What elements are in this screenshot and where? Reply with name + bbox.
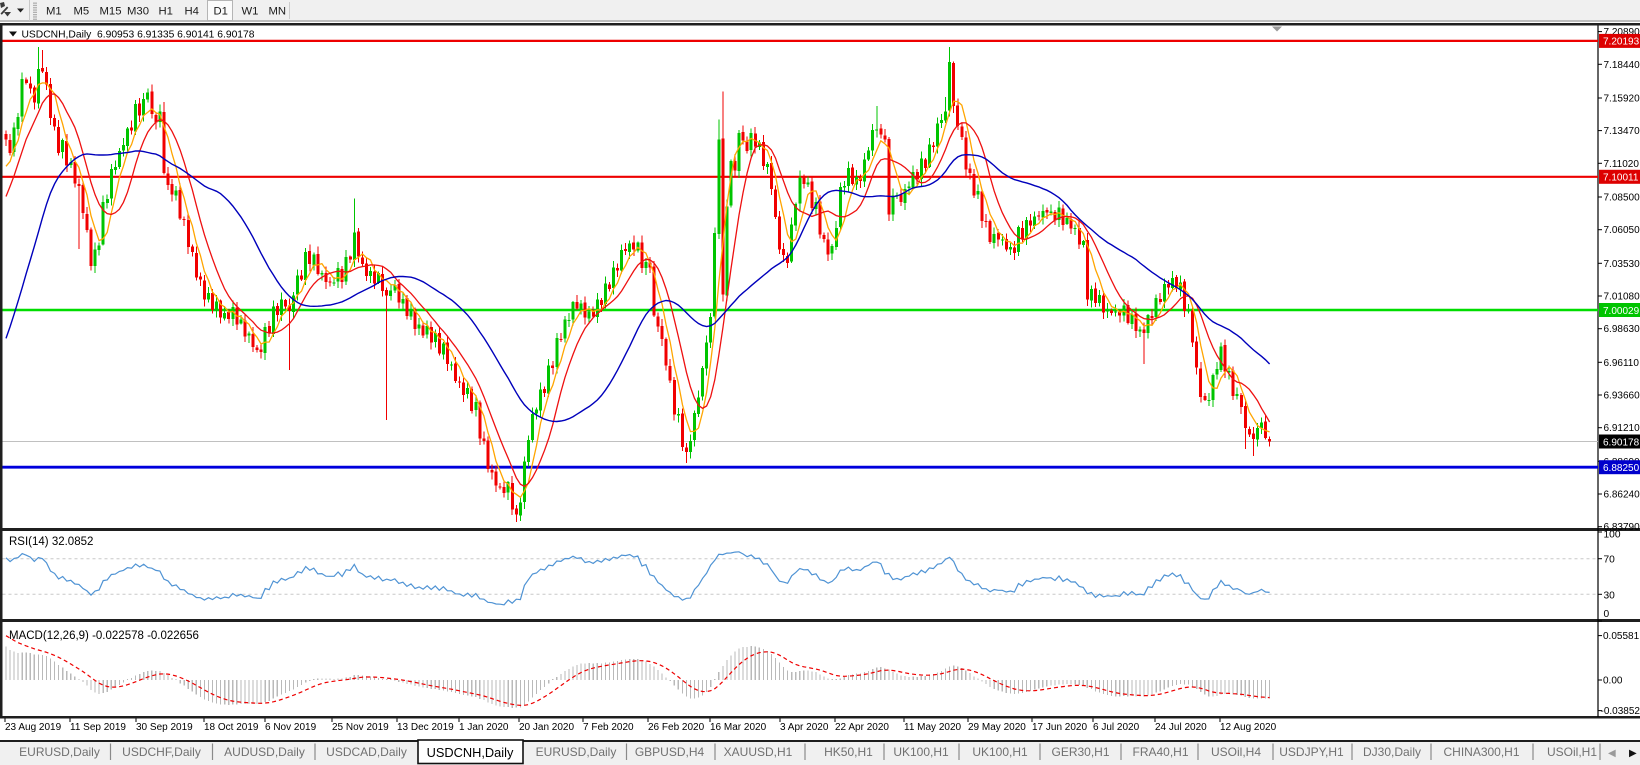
svg-text:7.00029: 7.00029	[1603, 306, 1640, 317]
svg-text:M1: M1	[46, 6, 62, 18]
svg-text:7.10011: 7.10011	[1603, 173, 1639, 184]
svg-text:H1: H1	[159, 6, 173, 18]
svg-text:7.18440: 7.18440	[1604, 60, 1640, 71]
svg-text:-0.03852: -0.03852	[1601, 706, 1640, 717]
svg-text:UK100,H1: UK100,H1	[972, 745, 1028, 759]
svg-text:HK50,H1: HK50,H1	[824, 745, 873, 759]
svg-text:11 Sep 2019: 11 Sep 2019	[70, 722, 126, 733]
svg-text:M5: M5	[74, 6, 90, 18]
svg-text:25 Nov 2019: 25 Nov 2019	[332, 722, 389, 733]
svg-text:6.93660: 6.93660	[1604, 391, 1640, 402]
svg-text:XAUUSD,H1: XAUUSD,H1	[724, 745, 793, 759]
svg-text:0.05581: 0.05581	[1603, 631, 1640, 642]
svg-text:▶: ▶	[1629, 748, 1637, 759]
svg-text:D1: D1	[214, 6, 228, 18]
svg-text:EURUSD,Daily: EURUSD,Daily	[536, 745, 617, 759]
svg-text:7.01080: 7.01080	[1604, 292, 1640, 303]
svg-text:USDCAD,Daily: USDCAD,Daily	[326, 745, 407, 759]
svg-text:CHINA300,H1: CHINA300,H1	[1443, 745, 1519, 759]
svg-text:7.20890: 7.20890	[1604, 27, 1640, 38]
svg-text:FRA40,H1: FRA40,H1	[1132, 745, 1188, 759]
svg-text:24 Jul 2020: 24 Jul 2020	[1155, 722, 1207, 733]
svg-text:USDJPY,H1: USDJPY,H1	[1279, 745, 1344, 759]
svg-text:6.90178: 6.90178	[1603, 437, 1640, 448]
svg-text:USDCNH,Daily: USDCNH,Daily	[427, 745, 514, 760]
svg-text:16 Mar 2020: 16 Mar 2020	[710, 722, 767, 733]
svg-text:7.20193: 7.20193	[1603, 37, 1640, 48]
svg-text:EURUSD,Daily: EURUSD,Daily	[19, 745, 100, 759]
svg-text:MN: MN	[269, 6, 287, 18]
svg-text:6.86240: 6.86240	[1604, 490, 1640, 501]
svg-text:18 Oct 2019: 18 Oct 2019	[204, 722, 259, 733]
svg-text:70: 70	[1604, 555, 1616, 566]
svg-text:DJ30,Daily: DJ30,Daily	[1363, 745, 1421, 759]
svg-text:◀: ◀	[1608, 748, 1616, 759]
svg-text:7.11020: 7.11020	[1604, 159, 1640, 170]
svg-text:12 Aug 2020: 12 Aug 2020	[1220, 722, 1277, 733]
svg-text:0.00: 0.00	[1603, 676, 1623, 687]
svg-text:0: 0	[1604, 609, 1610, 620]
svg-text:7.13470: 7.13470	[1604, 126, 1640, 137]
svg-text:USDCNH,Daily 6.90953 6.91335: USDCNH,Daily 6.90953 6.91335 6.90141 6.9…	[22, 30, 255, 41]
svg-text:GER30,H1: GER30,H1	[1051, 745, 1109, 759]
svg-text:MACD(12,26,9) -0.022578 -0.022: MACD(12,26,9) -0.022578 -0.022656	[9, 630, 199, 642]
svg-text:USOil,H1: USOil,H1	[1547, 745, 1597, 759]
svg-text:7.06050: 7.06050	[1604, 225, 1640, 236]
svg-text:100: 100	[1604, 530, 1621, 541]
svg-text:23 Aug 2019: 23 Aug 2019	[5, 722, 62, 733]
svg-text:7 Feb 2020: 7 Feb 2020	[583, 722, 634, 733]
svg-text:22 Apr 2020: 22 Apr 2020	[835, 722, 889, 733]
svg-text:H4: H4	[185, 6, 199, 18]
svg-text:6.98630: 6.98630	[1604, 324, 1640, 335]
svg-text:20 Jan 2020: 20 Jan 2020	[519, 722, 574, 733]
svg-text:6 Jul 2020: 6 Jul 2020	[1093, 722, 1140, 733]
svg-text:UK100,H1: UK100,H1	[893, 745, 949, 759]
svg-text:USDCHF,Daily: USDCHF,Daily	[122, 745, 201, 759]
svg-text:GBPUSD,H4: GBPUSD,H4	[635, 745, 705, 759]
svg-text:17 Jun 2020: 17 Jun 2020	[1032, 722, 1087, 733]
svg-text:6.91210: 6.91210	[1604, 423, 1640, 434]
svg-text:29 May 2020: 29 May 2020	[968, 722, 1026, 733]
svg-text:3 Apr 2020: 3 Apr 2020	[780, 722, 829, 733]
svg-text:RSI(14) 32.0852: RSI(14) 32.0852	[9, 536, 93, 548]
svg-text:7.03530: 7.03530	[1604, 259, 1640, 270]
svg-text:26 Feb 2020: 26 Feb 2020	[648, 722, 705, 733]
svg-text:M30: M30	[127, 6, 149, 18]
svg-text:W1: W1	[242, 6, 259, 18]
svg-text:30: 30	[1604, 590, 1616, 601]
svg-text:7.15920: 7.15920	[1604, 94, 1640, 105]
svg-text:11 May 2020: 11 May 2020	[904, 722, 962, 733]
svg-text:6 Nov 2019: 6 Nov 2019	[265, 722, 317, 733]
svg-text:M15: M15	[100, 6, 122, 18]
svg-text:13 Dec 2019: 13 Dec 2019	[397, 722, 454, 733]
svg-text:1 Jan 2020: 1 Jan 2020	[459, 722, 509, 733]
svg-text:6.88250: 6.88250	[1603, 463, 1640, 474]
svg-text:AUDUSD,Daily: AUDUSD,Daily	[224, 745, 305, 759]
svg-text:USOil,H4: USOil,H4	[1211, 745, 1261, 759]
svg-text:6.96110: 6.96110	[1604, 358, 1640, 369]
svg-text:30 Sep 2019: 30 Sep 2019	[136, 722, 193, 733]
svg-text:6.83790: 6.83790	[1604, 522, 1640, 533]
svg-text:7.08500: 7.08500	[1604, 193, 1640, 204]
